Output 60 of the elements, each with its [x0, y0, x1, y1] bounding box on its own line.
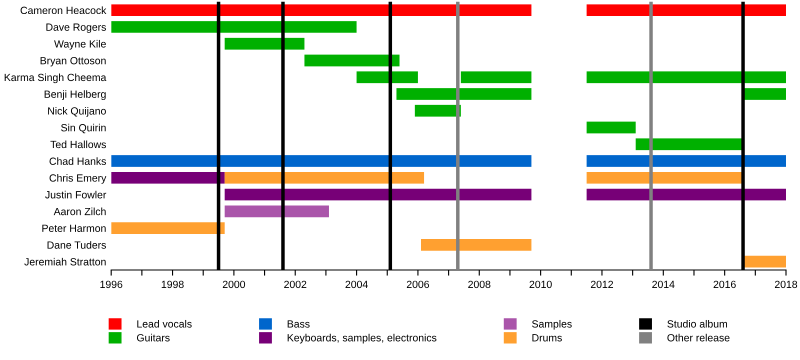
legend-label: Keyboards, samples, electronics — [288, 334, 436, 344]
y-tick-label: Jeremiah Stratton — [24, 258, 106, 266]
x-tick-label: 2014 — [652, 280, 675, 288]
legend-label: Bass — [288, 320, 310, 328]
y-tick-label: Dane Tuders — [48, 241, 106, 249]
bar — [586, 122, 636, 134]
y-tick-label: Bryan Ottoson — [40, 56, 106, 66]
bar — [224, 38, 304, 50]
legend-label: Lead vocals — [137, 320, 192, 328]
bar — [586, 4, 786, 16]
x-tick-label: 2012 — [590, 280, 614, 288]
y-tick-label: Chris Emery — [50, 174, 106, 184]
bar — [586, 172, 744, 184]
x-tick-label: 2010 — [530, 280, 552, 288]
bar — [111, 172, 225, 184]
bar — [111, 21, 357, 33]
y-tick-label: Dave Rogers — [46, 24, 106, 33]
y-tick-label: Sin Quirin — [61, 124, 106, 134]
y-tick-label: Aaron Zilch — [54, 208, 106, 216]
bar — [586, 71, 786, 84]
bar — [224, 188, 532, 200]
y-tick-label: Cameron Heacock — [20, 6, 106, 14]
y-tick-label: Peter Harmon — [42, 224, 106, 232]
bar — [111, 4, 532, 16]
y-tick-label: Nick Quijano — [48, 106, 106, 117]
x-tick-label: 2008 — [468, 280, 490, 288]
bar — [111, 222, 225, 234]
bar — [224, 172, 424, 184]
bar — [111, 155, 532, 167]
bar — [586, 155, 786, 167]
legend-label: Studio album — [667, 320, 728, 328]
x-tick-label: 1996 — [100, 280, 122, 288]
bar — [420, 238, 532, 251]
y-tick-label: Benji Helberg — [44, 90, 106, 100]
bar — [224, 205, 329, 218]
x-tick-label: 2004 — [346, 280, 368, 288]
legend-label: Guitars — [136, 334, 170, 342]
y-tick-label: Ted Hallows — [50, 140, 106, 148]
bar — [586, 188, 786, 200]
bar — [304, 54, 400, 66]
y-tick-label: Karma Singh Cheema — [4, 73, 106, 84]
x-tick-label: 2016 — [714, 280, 736, 288]
legend-label: Samples — [532, 320, 572, 330]
legend-label: Other release — [667, 334, 730, 342]
bar — [743, 256, 786, 268]
bar — [396, 88, 532, 100]
bar — [356, 71, 418, 84]
x-tick-label: 2018 — [774, 280, 798, 288]
x-tick-label: 2000 — [222, 280, 246, 288]
bar — [636, 138, 744, 150]
y-tick-label: Chad Hanks — [50, 157, 106, 165]
x-tick-label: 2002 — [284, 280, 306, 288]
bar — [743, 88, 786, 100]
x-tick-label: 2006 — [406, 280, 430, 288]
legend-label: Drums — [532, 334, 562, 342]
x-tick-label: 1998 — [162, 280, 184, 288]
bar — [414, 104, 461, 117]
y-tick-label: Wayne Kile — [54, 40, 106, 50]
bar — [460, 71, 532, 84]
y-tick-label: Justin Fowler — [45, 190, 106, 198]
